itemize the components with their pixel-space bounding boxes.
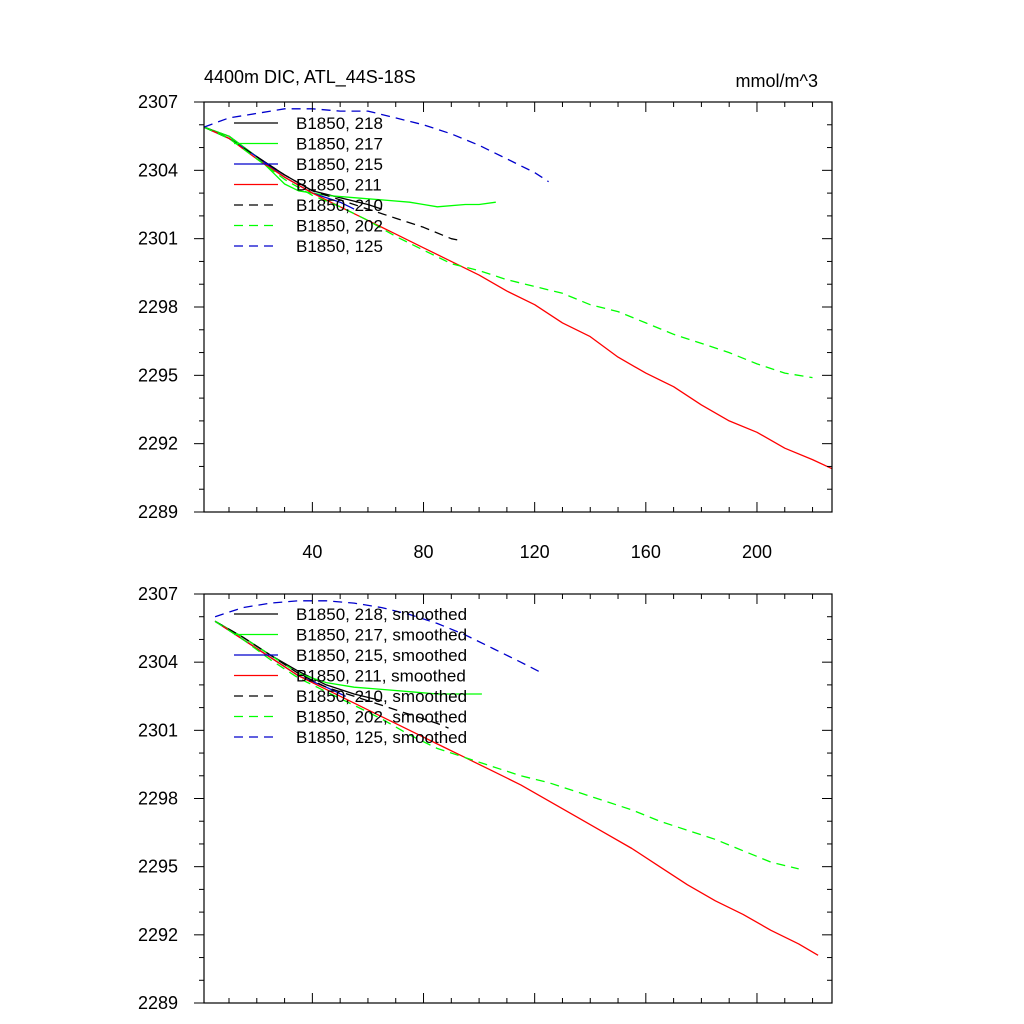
legend-label-1: B1850, 217: [296, 135, 383, 154]
bottom-panel: 2289 2292 2295 2298 2301 2304 2307 B1850, 218, …: [138, 584, 833, 1013]
x-tick-label: 200: [742, 542, 772, 562]
legend-label-3: B1850, 211, smoothed: [296, 667, 466, 686]
y-tick-label: 2289: [138, 502, 178, 522]
y-tick-label: 2307: [138, 584, 178, 604]
legend-label-0: B1850, 218, smoothed: [296, 605, 467, 624]
legend-label-6: B1850, 125: [296, 237, 383, 256]
legend-label-2: B1850, 215, smoothed: [296, 646, 467, 665]
series-line-3: [214, 620, 819, 956]
x-tick-label: 160: [631, 542, 661, 562]
y-tick-label: 2304: [138, 160, 178, 180]
series-line-6: [203, 108, 549, 183]
legend-label-6: B1850, 125, smoothed: [296, 728, 467, 747]
series-line-4: [214, 620, 449, 729]
y-tick-label: 2295: [138, 365, 178, 385]
y-tick-label: 2289: [138, 993, 178, 1013]
series-line-1: [214, 620, 482, 695]
top-panel: 2289 2292 2295 2298 2301 2304 2307 40 80 120 160 20…: [138, 92, 833, 562]
legend-label-2: B1850, 215: [296, 155, 383, 174]
y-tick-label: 2295: [138, 857, 178, 877]
legend-label-5: B1850, 202, smoothed: [296, 708, 467, 727]
legend-label-0: B1850, 218: [296, 114, 383, 133]
series-line-4: [203, 126, 463, 242]
legend-label-4: B1850, 210: [296, 196, 383, 215]
chart-title: 4400m DIC, ATL_44S-18S: [204, 67, 416, 88]
y-tick-label: 2301: [138, 720, 178, 740]
y-tick-label: 2307: [138, 92, 178, 112]
series-line-5: [203, 126, 813, 379]
y-tick-label: 2298: [138, 789, 178, 809]
y-tick-label: 2292: [138, 434, 178, 454]
units-label: mmol/m^3: [736, 71, 818, 91]
legend-label-4: B1850, 210, smoothed: [296, 687, 467, 706]
legend-label-3: B1850, 211: [296, 176, 382, 195]
legend-label-5: B1850, 202: [296, 217, 383, 236]
y-tick-label: 2292: [138, 925, 178, 945]
x-tick-label: 40: [302, 542, 322, 562]
x-tick-label: 80: [414, 542, 434, 562]
series-line-3: [203, 126, 833, 470]
y-tick-label: 2304: [138, 652, 178, 672]
legend-label-1: B1850, 217, smoothed: [296, 626, 467, 645]
x-tick-label: 120: [520, 542, 550, 562]
y-tick-label: 2301: [138, 229, 178, 249]
y-tick-label: 2298: [138, 297, 178, 317]
series-line-6: [214, 600, 544, 675]
